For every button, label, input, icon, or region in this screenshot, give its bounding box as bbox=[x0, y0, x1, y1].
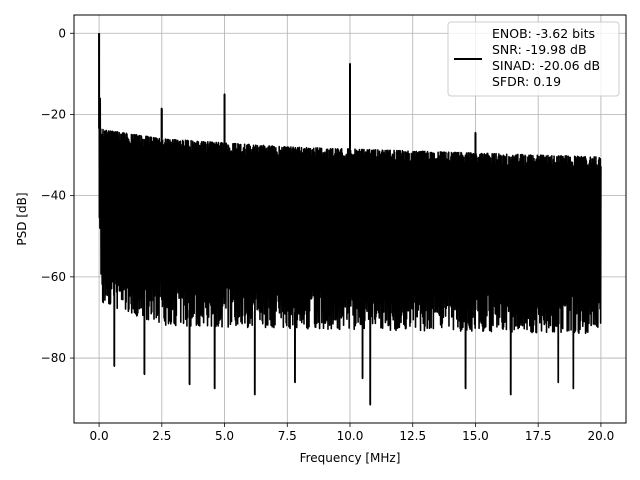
y-axis-label: PSD [dB] bbox=[15, 192, 29, 245]
y-tick-label: −40 bbox=[41, 189, 66, 203]
x-tick-label: 2.5 bbox=[152, 429, 171, 443]
legend-line-4: SFDR: 0.19 bbox=[492, 74, 561, 89]
y-tick-label: −20 bbox=[41, 107, 66, 121]
x-tick-label: 17.5 bbox=[525, 429, 552, 443]
y-tick-label: 0 bbox=[58, 26, 66, 40]
legend-box bbox=[447, 21, 620, 97]
x-tick-label: 15.0 bbox=[462, 429, 489, 443]
axis-ticks: 0.0 2.5 5.0 7.5 10.0 12.5 15.0 17.5 20.0 0 −20 −40 −… bbox=[41, 26, 615, 443]
legend-line-2: SNR: -19.98 dB bbox=[492, 42, 587, 57]
y-tick-label: −60 bbox=[41, 270, 66, 284]
legend: ENOB: -3.62 bits SNR: -19.98 dB SINAD: -… bbox=[447, 21, 620, 97]
x-tick-label: 5.0 bbox=[215, 429, 234, 443]
x-tick-label: 7.5 bbox=[278, 429, 297, 443]
legend-line-3: SINAD: -20.06 dB bbox=[492, 58, 600, 73]
x-tick-label: 0.0 bbox=[90, 429, 109, 443]
y-tick-label: −80 bbox=[41, 351, 66, 365]
x-tick-label: 12.5 bbox=[399, 429, 426, 443]
x-tick-label: 10.0 bbox=[337, 429, 364, 443]
x-tick-label: 20.0 bbox=[588, 429, 615, 443]
legend-line-1: ENOB: -3.62 bits bbox=[492, 26, 595, 41]
x-axis-label: Frequency [MHz] bbox=[300, 451, 401, 465]
psd-series bbox=[98, 33, 602, 406]
